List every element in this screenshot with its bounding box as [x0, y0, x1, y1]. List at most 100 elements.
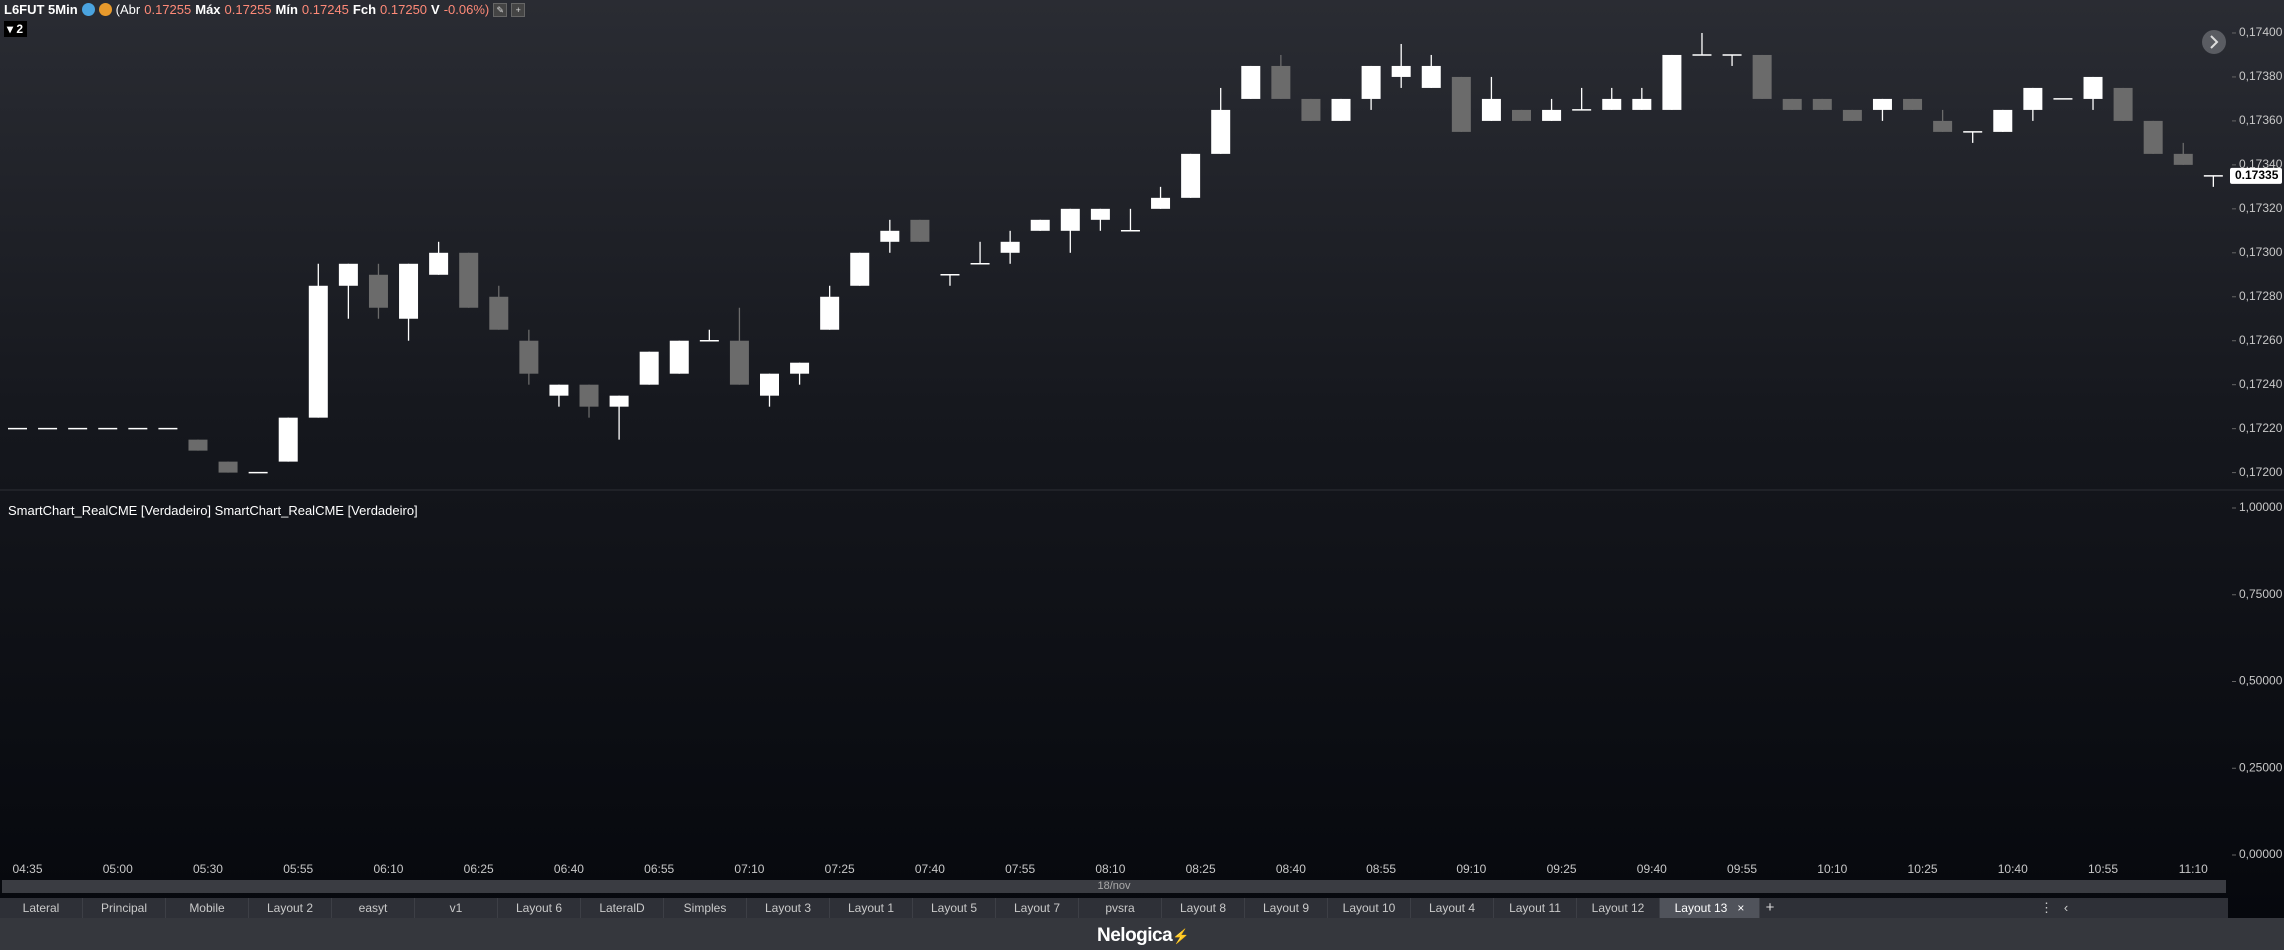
y-tick-label: 0,17260 — [2239, 333, 2283, 347]
x-tick-label: 06:40 — [554, 862, 584, 876]
layout-tab[interactable]: Layout 12 — [1577, 898, 1660, 918]
candle-body — [1782, 98, 1802, 110]
candle-body — [1000, 241, 1020, 253]
x-tick-label: 05:30 — [193, 862, 223, 876]
tab-label: v1 — [449, 901, 463, 915]
candle-body — [549, 384, 569, 396]
layout-tab[interactable]: Layout 8 — [1162, 898, 1245, 918]
open-value: 0.17255 — [144, 2, 192, 17]
y-tick-label: 0,17240 — [2239, 377, 2283, 391]
candle-body — [1391, 65, 1411, 77]
candle-body — [669, 340, 689, 374]
y-tick-label: 0,17220 — [2239, 421, 2283, 435]
candle-body — [308, 285, 328, 418]
candle-body — [1662, 54, 1682, 110]
tab-label: Layout 12 — [1591, 901, 1645, 915]
badge-count: 2 — [16, 22, 24, 36]
x-tick-label: 09:55 — [1727, 862, 1757, 876]
y-tick-label: 0,17320 — [2239, 201, 2283, 215]
candle-body — [399, 263, 419, 319]
layout-tab[interactable]: Layout 2 — [249, 898, 332, 918]
candle-body — [1421, 65, 1441, 88]
layout-tab[interactable]: Layout 4 — [1411, 898, 1494, 918]
candle-body — [760, 373, 779, 396]
x-tick-label: 10:25 — [1908, 862, 1938, 876]
low-label: Mín — [275, 2, 298, 17]
x-tick-label: 05:00 — [103, 862, 133, 876]
tab-label: Layout 5 — [930, 901, 978, 915]
candle-body — [1993, 109, 2013, 132]
layout-tab[interactable]: Layout 11 — [1494, 898, 1577, 918]
layout-tab[interactable]: Lateral — [0, 898, 83, 918]
candle-body — [2173, 153, 2193, 165]
candle-body — [338, 263, 358, 286]
layout-tab[interactable]: Layout 13 × — [1660, 898, 1760, 918]
layout-tab[interactable]: Layout 9 — [1245, 898, 1328, 918]
layout-tab[interactable]: Layout 10 — [1328, 898, 1411, 918]
high-label: Máx — [195, 2, 221, 17]
layout-tab[interactable]: Layout 7 — [996, 898, 1079, 918]
x-tick-label: 09:40 — [1637, 862, 1667, 876]
layout-tab[interactable]: pvsra — [1079, 898, 1162, 918]
candle-body — [1481, 98, 1501, 121]
last-price-box — [2230, 167, 2282, 184]
date-label: 18/nov — [1097, 880, 1131, 892]
indicator-y-tick-label: 1,00000 — [2239, 500, 2283, 514]
tab-label: Layout 8 — [1179, 901, 1227, 915]
time-scrollbar[interactable]: 18/nov — [2, 880, 2226, 893]
tab-label: Layout 6 — [515, 901, 563, 915]
layout-tab[interactable]: v1 — [415, 898, 498, 918]
indicator-y-tick-label: 0,75000 — [2239, 587, 2283, 601]
candle-body — [1060, 208, 1080, 231]
close-tab[interactable]: × — [1737, 901, 1745, 915]
tab-controls[interactable]: ⋮ ‹ — [2040, 900, 2069, 915]
layout-tab[interactable]: Layout 1 — [830, 898, 913, 918]
change-label: V — [431, 2, 440, 17]
layout-tab[interactable]: Simples — [664, 898, 747, 918]
edit-button[interactable]: ✎ — [493, 2, 508, 17]
x-tick-label: 08:10 — [1095, 862, 1125, 876]
candle-body — [850, 252, 870, 286]
layout-tab[interactable]: LateralD — [581, 898, 664, 918]
layout-tab[interactable]: Layout 3 — [747, 898, 830, 918]
tab-label: Layout 3 — [764, 901, 812, 915]
x-tick-label: 09:10 — [1456, 862, 1486, 876]
brand: Nelogica⚡ — [1097, 925, 1190, 946]
candle-body — [1872, 98, 1892, 110]
layout-tab[interactable]: Layout 6 — [498, 898, 581, 918]
brand-text: Nelogica — [1097, 925, 1173, 946]
candle-body — [278, 417, 298, 462]
layout-tab[interactable]: Layout 5 — [913, 898, 996, 918]
last-price-label: 0.17335 — [2235, 168, 2279, 182]
chart: 0,17400 0,17380 0,17360 0,17340 0,17320 0,173… — [0, 25, 2284, 876]
tab-label: Principal — [100, 901, 148, 915]
candle-body — [2113, 87, 2133, 121]
symbol-header: L6FUT 5Min (Abr 0.17255 Máx 0.17255 Mín 0.1… — [4, 2, 526, 17]
candle-body — [820, 296, 840, 330]
candle-body — [1812, 98, 1832, 110]
candle-body — [1361, 65, 1381, 99]
candle-body — [1211, 109, 1231, 154]
candle-body — [1752, 54, 1772, 99]
indicator-y-tick-label: 0,50000 — [2239, 674, 2283, 688]
indicator-y-tick-label: 0,00000 — [2239, 847, 2283, 861]
y-tick-label: 0,17280 — [2239, 289, 2283, 303]
candle-body — [1451, 76, 1471, 132]
tab-label: Lateral — [22, 901, 60, 915]
layout-tab[interactable]: Mobile — [166, 898, 249, 918]
candle-body — [790, 362, 810, 374]
layout-badge[interactable]: ▾ 2 — [4, 21, 28, 37]
indicator-y-tick-label: 0,25000 — [2239, 760, 2283, 774]
layout-tab[interactable]: easyt — [332, 898, 415, 918]
add-tab[interactable]: + — [1765, 899, 1775, 916]
add-button[interactable]: + — [511, 2, 526, 17]
scroll-right-button[interactable] — [2202, 30, 2226, 54]
tab-label: Layout 4 — [1428, 901, 1476, 915]
globe-icon — [81, 3, 95, 16]
tab-label: Mobile — [189, 901, 225, 915]
x-tick-label: 06:10 — [373, 862, 403, 876]
candle-body — [1331, 98, 1351, 121]
candle-body — [2143, 120, 2163, 154]
y-tick-label: 0,17400 — [2239, 25, 2283, 39]
layout-tab[interactable]: Principal — [83, 898, 166, 918]
